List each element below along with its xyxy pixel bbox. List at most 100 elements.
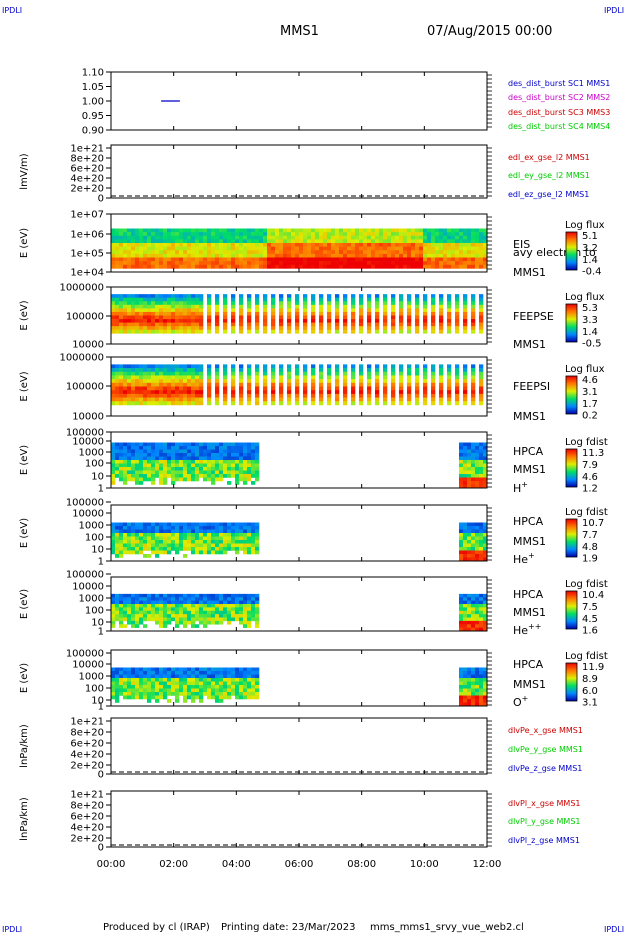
heatmap-cell [167,617,172,622]
heatmap-cell [207,470,212,475]
legend-entry: dlvPl_z_gse MMS1 [508,836,580,845]
heatmap-cell [147,228,152,233]
heatmap-cell [447,235,452,240]
heatmap-cell [115,667,120,672]
heatmap-cell [467,470,472,475]
heatmap-cell [319,379,324,384]
heatmap-cell [423,294,428,298]
heatmap-cell [175,386,180,391]
heatmap-cell [151,547,156,551]
heatmap-cell [483,446,488,450]
heatmap-cell [467,678,472,682]
colorbar-tick-label: -0.5 [582,339,602,350]
heatmap-cell [187,442,192,447]
heatmap-cell [207,692,212,696]
heatmap-cell [431,326,436,331]
heatmap-cell [127,533,132,537]
heatmap-cell [343,393,348,398]
heatmap-cell [163,470,168,475]
heatmap-cell [151,604,156,608]
heatmap-cell [167,319,172,323]
heatmap-cell [183,319,188,323]
heatmap-cell [203,446,208,450]
heatmap-cell [263,257,268,262]
heatmap-cell [263,315,268,320]
heatmap-cell [243,246,248,251]
heatmap-cell [179,446,184,450]
heatmap-cell [479,484,484,489]
heatmap-cell [183,467,188,471]
heatmap-cell [115,681,120,686]
heatmap-cell [139,607,144,612]
heatmap-cell [195,446,200,450]
heatmap-cell [123,301,128,306]
legend-entry: des_dist_burst SC1 MMS1 [508,79,610,88]
heatmap-cell [203,529,208,534]
heatmap-cell [207,375,212,380]
y-tick-label: 10 [91,472,104,483]
heatmap-cell [119,250,124,255]
heatmap-cell [255,301,260,306]
heatmap-cell [295,364,300,369]
heatmap-cell [471,536,476,541]
heatmap-cell [247,685,252,689]
heatmap-cell [211,460,216,464]
heatmap-cell [471,297,476,302]
heatmap-cell [111,620,116,625]
heatmap-cell [123,308,128,313]
heatmap-cell [123,401,128,406]
heatmap-cell [239,610,244,615]
heatmap-cell [239,311,244,316]
heatmap-cell [123,304,128,309]
heatmap-cell [159,228,164,233]
heatmap-cell [139,393,144,398]
heatmap-cell [215,379,220,384]
heatmap-cell [415,243,420,247]
heatmap-cell [255,526,260,530]
heatmap-cell [151,294,156,298]
heatmap-cell [375,326,380,331]
heatmap-cell [295,246,300,251]
heatmap-cell [155,449,160,454]
heatmap-cell [475,620,480,625]
heatmap-cell [375,235,380,240]
heatmap-cell [187,239,192,244]
heatmap-cell [251,543,256,548]
heatmap-cell [303,390,308,395]
heatmap-cell [343,308,348,313]
heatmap-cell [187,593,192,598]
heatmap-cell [263,301,268,306]
heatmap-cell [255,550,260,555]
heatmap-cell [119,442,124,447]
heatmap-cell [343,375,348,380]
heatmap-cell [223,692,228,696]
heatmap-cell [175,446,180,450]
heatmap-cell [455,379,460,384]
heatmap-cell [159,678,164,682]
heatmap-cell [183,604,188,608]
heatmap-cell [123,390,128,395]
heatmap-cell [227,667,232,672]
heatmap-cell [151,610,156,615]
heatmap-cell [147,442,152,447]
heatmap-cell [475,543,480,548]
heatmap-cell [387,228,392,233]
heatmap-cell [255,264,260,269]
heatmap-cell [207,232,212,237]
heatmap-cell [199,397,204,402]
heatmap-cell [467,474,472,478]
heatmap-cell [479,543,484,548]
heatmap-cell [447,379,452,384]
heatmap-cell [115,264,120,269]
heatmap-cell [447,239,452,244]
heatmap-cell [207,382,212,387]
heatmap-cell [479,364,484,369]
heatmap-cell [183,401,188,406]
heatmap-cell [151,695,156,700]
heatmap-cell [227,610,232,615]
heatmap-cell [271,235,276,240]
heatmap-cell [131,401,136,406]
heatmap-cell [243,674,248,679]
heatmap-cell [235,681,240,686]
heatmap-cell [111,474,116,478]
